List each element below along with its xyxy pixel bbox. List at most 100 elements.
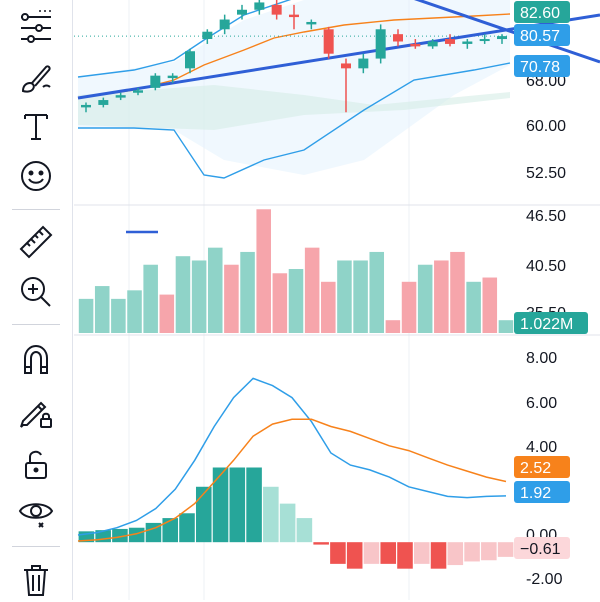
candle-body bbox=[427, 41, 438, 47]
volume-bar bbox=[78, 298, 94, 333]
candle-body bbox=[497, 36, 507, 40]
y-axis-tick-label: -2.00 bbox=[526, 571, 563, 588]
volume-bar bbox=[417, 264, 433, 333]
candle-body bbox=[115, 95, 126, 98]
trash-icon[interactable] bbox=[12, 558, 60, 602]
macd-histogram-bar bbox=[162, 518, 179, 543]
volume-bar bbox=[466, 281, 481, 333]
candle-body bbox=[289, 14, 299, 18]
candle-body bbox=[306, 21, 317, 25]
price-label-badge-bg bbox=[514, 1, 570, 23]
volume-bar bbox=[94, 286, 110, 333]
candle-body bbox=[185, 51, 195, 69]
candle-body bbox=[219, 19, 230, 30]
volume-pane bbox=[78, 209, 514, 333]
brush-tool-icon[interactable] bbox=[12, 56, 60, 100]
toolbar-divider bbox=[12, 209, 60, 210]
candle-body bbox=[323, 29, 334, 54]
unlock-icon[interactable] bbox=[12, 442, 60, 486]
bollinger-upper bbox=[77, 0, 292, 78]
macd-histogram-bar bbox=[195, 486, 212, 543]
volume-bar bbox=[385, 320, 401, 333]
macd-value-badge-bg bbox=[514, 481, 570, 503]
volume-bar bbox=[401, 281, 417, 333]
macd-histogram-bar bbox=[263, 486, 279, 543]
macd-histogram-bar bbox=[128, 527, 145, 543]
volume-bar bbox=[159, 294, 175, 333]
y-axis-tick-label: 8.00 bbox=[526, 350, 557, 367]
macd-histogram-bar bbox=[212, 467, 229, 543]
volume-bar bbox=[369, 251, 385, 333]
volume-bar bbox=[353, 260, 368, 333]
volume-value-badge: 1.022M bbox=[520, 316, 573, 333]
volume-bar bbox=[450, 251, 465, 333]
macd-histogram-bar bbox=[229, 467, 246, 543]
emoji-tool-icon[interactable] bbox=[12, 154, 60, 198]
volume-bar bbox=[207, 247, 223, 333]
y-axis-tick-label: 52.50 bbox=[526, 165, 566, 182]
candle-body bbox=[358, 58, 369, 69]
text-tool-icon[interactable] bbox=[12, 104, 60, 148]
price-label-badge: 82.60 bbox=[520, 5, 560, 22]
volume-bar bbox=[482, 277, 498, 333]
volume-bar bbox=[498, 320, 514, 333]
y-axis-tick-label: 40.50 bbox=[526, 258, 566, 275]
macd-histogram-bar bbox=[78, 531, 95, 543]
candle-body bbox=[375, 29, 386, 59]
macd-histogram-bar bbox=[447, 542, 464, 566]
macd-histogram-bar bbox=[246, 467, 262, 543]
macd-histogram-bar bbox=[497, 542, 514, 557]
volume-bar bbox=[434, 260, 449, 333]
chart-area[interactable]: 68.0060.0052.5046.5040.5035.508.006.004.… bbox=[74, 0, 600, 600]
candle-body bbox=[445, 39, 455, 44]
price-label-badge-bg bbox=[514, 55, 570, 77]
bollinger-band-fill bbox=[78, 0, 510, 175]
ruler-tool-icon[interactable] bbox=[12, 220, 60, 264]
y-axis-tick-label: 60.00 bbox=[526, 118, 566, 135]
moving-average-line bbox=[77, 13, 511, 99]
macd-value-badge-bg bbox=[514, 456, 570, 478]
bollinger-lower bbox=[78, 62, 511, 179]
volume-bar bbox=[191, 260, 207, 333]
volume-bar bbox=[304, 247, 320, 333]
macd-histogram-bar bbox=[346, 542, 363, 569]
candle-body bbox=[133, 90, 143, 93]
candle-body bbox=[237, 9, 247, 15]
candle-body bbox=[341, 63, 351, 69]
macd-line bbox=[77, 377, 507, 536]
candle-body bbox=[202, 31, 213, 40]
macd-histogram-bar bbox=[380, 542, 397, 564]
macd-value-badge: 1.92 bbox=[520, 485, 551, 502]
candle-body bbox=[393, 34, 403, 42]
y-axis-tick-label: 6.00 bbox=[526, 395, 557, 412]
volume-bar bbox=[240, 251, 255, 333]
macd-histogram-bar bbox=[112, 528, 128, 543]
macd-histogram-bar bbox=[430, 542, 447, 569]
price-axis: 68.0060.0052.5046.5040.5035.508.006.004.… bbox=[514, 1, 588, 588]
macd-histogram-bar bbox=[413, 542, 430, 564]
y-axis-tick-label: 68.00 bbox=[526, 73, 566, 90]
zoom-in-tool-icon[interactable] bbox=[12, 270, 60, 314]
volume-bar bbox=[337, 260, 352, 333]
macd-pane bbox=[77, 377, 514, 569]
trend-line-tool-icon[interactable] bbox=[12, 6, 60, 50]
hide-drawings-eye-icon[interactable] bbox=[12, 490, 60, 534]
macd-value-badge-bg bbox=[514, 537, 570, 559]
signal-line bbox=[77, 418, 507, 542]
candle-body bbox=[98, 100, 109, 105]
macd-histogram-bar bbox=[330, 542, 346, 564]
price-label-badge: 70.78 bbox=[520, 59, 560, 76]
volume-bar bbox=[143, 264, 158, 333]
volume-bar bbox=[288, 269, 304, 333]
lock-drawings-icon[interactable] bbox=[12, 390, 60, 434]
macd-value-badge: 2.52 bbox=[520, 460, 551, 477]
trendline-descending bbox=[413, 0, 600, 64]
price-pane bbox=[74, 0, 600, 179]
toolbar-divider bbox=[12, 324, 60, 325]
magnet-tool-icon[interactable] bbox=[12, 338, 60, 382]
volume-bar bbox=[111, 298, 126, 333]
y-axis-tick-label: 46.50 bbox=[526, 208, 566, 225]
trendline-ascending bbox=[77, 13, 600, 100]
macd-value-badge: −0.61 bbox=[520, 541, 561, 558]
drawing-toolbar bbox=[0, 0, 73, 600]
